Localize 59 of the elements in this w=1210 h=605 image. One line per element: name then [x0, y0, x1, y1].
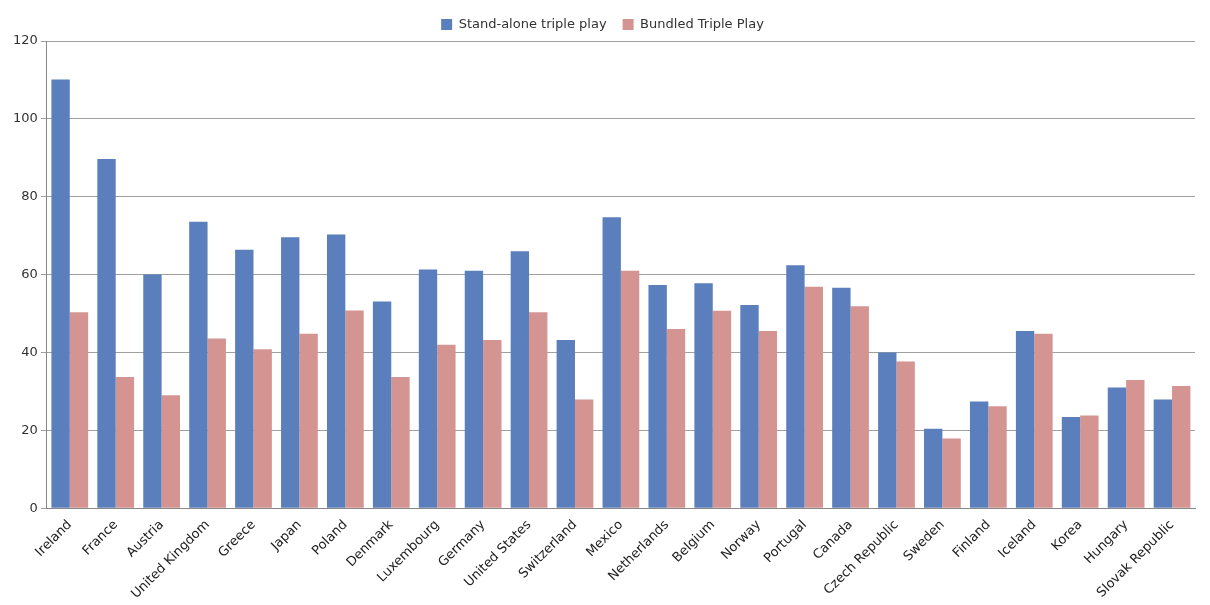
bar: [372, 301, 392, 508]
bar: [437, 344, 456, 508]
y-tick-label: 0: [29, 499, 38, 515]
bar: [1080, 415, 1099, 508]
bar: [189, 221, 208, 508]
bar: [988, 406, 1007, 508]
bar: [1126, 380, 1145, 508]
y-tick-label: 20: [21, 421, 38, 437]
bar: [1107, 387, 1127, 508]
bar: [666, 329, 686, 508]
bar: [602, 217, 621, 508]
bar: [896, 361, 915, 508]
bar: [969, 401, 989, 508]
bar: [804, 286, 823, 508]
bar: [878, 352, 897, 508]
bar: [942, 438, 961, 508]
bar: [712, 310, 732, 508]
bar: [51, 79, 70, 508]
bar: [1153, 399, 1173, 508]
bar: [574, 399, 594, 508]
bar: [786, 265, 805, 508]
bar: [235, 249, 254, 508]
bar: [556, 340, 575, 508]
bar: [161, 395, 180, 508]
y-tick-label: 80: [21, 188, 38, 204]
bar: [326, 234, 346, 508]
bar: [694, 283, 713, 508]
bar: [620, 270, 640, 508]
y-tick-label: 120: [12, 32, 38, 48]
bar: [740, 304, 759, 508]
bar: [391, 376, 410, 508]
bar: [1172, 385, 1191, 508]
bar: [850, 306, 869, 508]
bar: [1015, 331, 1035, 508]
bar: [924, 428, 943, 508]
bar: [1061, 417, 1081, 508]
y-tick-label: 60: [21, 265, 38, 281]
bar: [832, 287, 851, 508]
bar: [1034, 333, 1053, 508]
bar: [510, 251, 530, 508]
bar: [97, 158, 116, 508]
bar: [418, 269, 438, 508]
bar: [758, 331, 778, 508]
legend-label: Stand-alone triple play: [458, 15, 607, 31]
bar: [253, 349, 272, 508]
bar: [464, 270, 484, 508]
y-tick-label: 100: [12, 110, 38, 126]
bar: [345, 310, 364, 508]
bar: [115, 376, 135, 508]
bar: [69, 312, 89, 508]
bar: [483, 340, 502, 508]
bar: [207, 338, 226, 508]
bar: [143, 274, 162, 508]
bar: [648, 285, 667, 508]
y-tick-label: 40: [21, 343, 38, 359]
legend-label: Bundled Triple Play: [640, 15, 765, 31]
bar: [281, 237, 300, 508]
bar: [299, 333, 318, 508]
bar: [529, 312, 548, 508]
